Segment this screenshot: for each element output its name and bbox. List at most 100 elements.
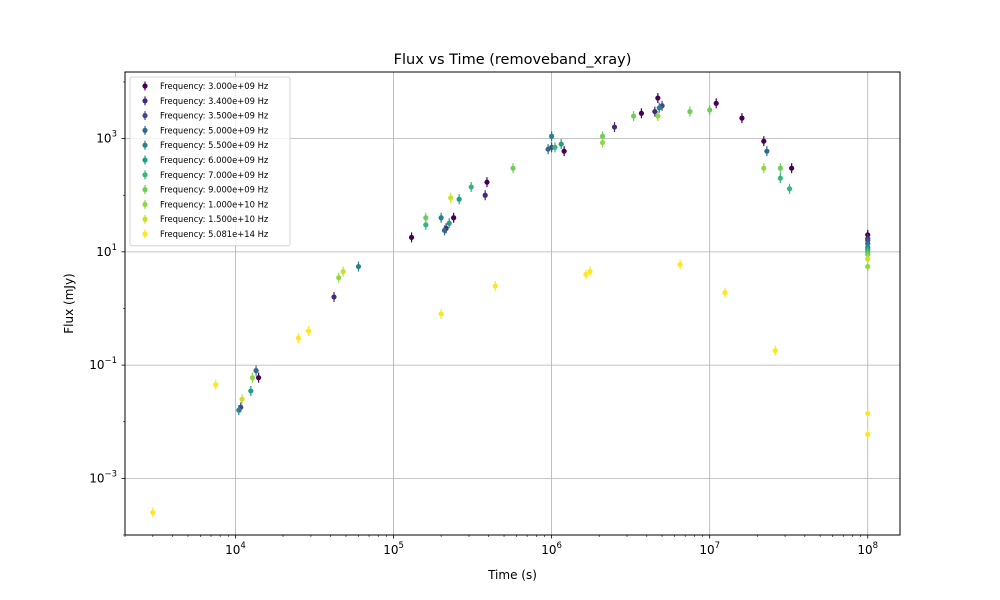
- data-point: [558, 141, 564, 147]
- data-point: [448, 195, 454, 201]
- legend-item: Frequency: 1.000e+10 Hz: [142, 199, 269, 209]
- legend-marker: [142, 231, 148, 237]
- data-points: [150, 93, 871, 518]
- data-point: [777, 165, 783, 171]
- legend-label: Frequency: 5.000e+09 Hz: [160, 125, 269, 135]
- legend: Frequency: 3.000e+09 Hz Frequency: 3.400e…: [129, 76, 291, 247]
- legend-label: Frequency: 1.500e+10 Hz: [160, 214, 269, 224]
- series-group: [423, 142, 871, 257]
- series-group: [249, 111, 871, 383]
- data-point: [456, 196, 462, 202]
- data-point: [761, 165, 767, 171]
- data-point: [638, 110, 645, 116]
- data-point: [484, 179, 490, 185]
- legend-marker: [142, 83, 148, 89]
- data-point: [561, 148, 567, 154]
- y-tick-label: 103: [96, 130, 117, 146]
- data-point: [630, 113, 637, 119]
- data-point: [468, 184, 474, 190]
- data-point: [355, 263, 362, 270]
- data-point: [236, 407, 242, 413]
- legend-marker: [142, 187, 148, 193]
- legend-label: Frequency: 9.000e+09 Hz: [160, 185, 269, 195]
- data-point: [611, 124, 618, 130]
- data-point: [248, 388, 254, 394]
- x-tick-label: 105: [383, 541, 404, 557]
- data-point: [331, 294, 337, 300]
- data-point: [722, 290, 728, 296]
- data-point: [150, 509, 156, 516]
- legend-label: Frequency: 5.500e+09 Hz: [160, 140, 269, 150]
- legend-item: Frequency: 9.000e+09 Hz: [142, 185, 269, 195]
- data-point: [249, 375, 256, 381]
- x-tick-label: 106: [541, 541, 562, 557]
- data-point: [423, 222, 429, 228]
- legend-item: Frequency: 5.500e+09 Hz: [142, 140, 269, 150]
- legend-marker: [142, 216, 148, 222]
- x-tick-label: 107: [699, 541, 720, 557]
- data-point: [865, 410, 871, 417]
- data-point: [777, 175, 783, 181]
- series-group: [150, 259, 871, 518]
- legend-item: Frequency: 1.500e+10 Hz: [142, 214, 269, 224]
- series-group: [423, 104, 871, 260]
- data-point: [549, 133, 555, 139]
- legend-marker: [142, 127, 148, 133]
- legend-label: Frequency: 3.400e+09 Hz: [160, 96, 269, 106]
- data-point: [761, 138, 767, 144]
- data-point: [305, 328, 312, 334]
- data-point: [213, 382, 219, 388]
- data-point: [652, 108, 658, 115]
- data-point: [789, 165, 795, 171]
- data-point: [599, 133, 606, 139]
- x-tick-label: 104: [225, 541, 246, 557]
- data-point: [865, 263, 871, 270]
- data-point: [451, 215, 457, 221]
- data-point: [739, 115, 745, 121]
- legend-label: Frequency: 7.000e+09 Hz: [160, 170, 269, 180]
- legend-marker: [142, 201, 148, 207]
- legend-marker: [142, 113, 148, 119]
- data-point: [438, 215, 444, 221]
- series-group: [236, 102, 871, 416]
- legend-marker: [142, 172, 148, 178]
- legend-item: Frequency: 5.081e+14 Hz: [142, 229, 269, 239]
- data-point: [446, 220, 452, 226]
- data-point: [492, 283, 498, 289]
- data-point: [865, 256, 871, 262]
- data-point: [255, 375, 262, 381]
- data-point: [253, 368, 259, 374]
- y-tick-label: 10−1: [89, 356, 117, 372]
- series-group: [248, 139, 871, 396]
- data-point: [295, 335, 301, 341]
- data-point: [786, 186, 793, 192]
- legend-marker: [142, 98, 148, 104]
- y-tick-label: 10−3: [89, 469, 117, 485]
- data-point: [239, 396, 245, 402]
- data-point: [552, 144, 558, 150]
- data-point: [438, 311, 444, 317]
- legend-box: [129, 76, 291, 247]
- legend-item: Frequency: 7.000e+09 Hz: [142, 170, 269, 180]
- legend-label: Frequency: 3.000e+09 Hz: [160, 81, 269, 91]
- legend-item: Frequency: 3.400e+09 Hz: [142, 96, 269, 106]
- legend-label: Frequency: 5.081e+14 Hz: [160, 229, 269, 239]
- legend-marker: [142, 157, 148, 163]
- data-point: [510, 165, 516, 171]
- data-point: [408, 234, 415, 241]
- data-point: [340, 268, 346, 275]
- data-point: [772, 348, 778, 354]
- data-point: [713, 100, 719, 106]
- chart-title: Flux vs Time (removeband_xray): [394, 52, 632, 68]
- legend-item: Frequency: 5.000e+09 Hz: [142, 125, 269, 135]
- legend-item: Frequency: 3.500e+09 Hz: [142, 111, 269, 121]
- data-point: [336, 275, 342, 281]
- data-point: [707, 107, 713, 113]
- legend-label: Frequency: 3.500e+09 Hz: [160, 111, 269, 121]
- data-point: [441, 227, 448, 233]
- y-axis-label: Flux (mJy): [62, 273, 76, 333]
- series-group: [239, 192, 871, 405]
- plot-area-frame: [124, 71, 901, 536]
- legend-item: Frequency: 6.000e+09 Hz: [142, 155, 269, 165]
